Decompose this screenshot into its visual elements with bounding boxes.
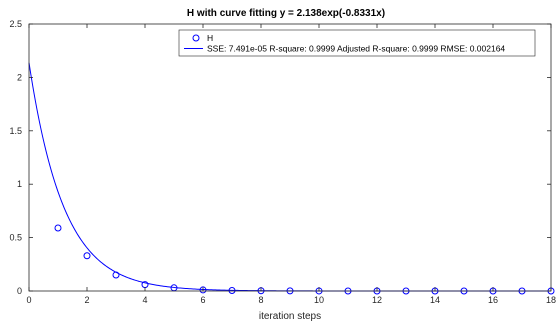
x-tick-label: 14 (430, 295, 440, 305)
x-axis: 0 2 4 6 8 10 12 14 16 18 (26, 24, 556, 305)
plot-frame (28, 23, 552, 292)
x-tick-label: 10 (314, 295, 324, 305)
y-tick-label: 2.5 (9, 19, 22, 29)
data-point-h (112, 271, 120, 279)
plot-area (29, 24, 551, 291)
y-tick-label: 0 (17, 286, 22, 296)
legend-marker-circle (192, 34, 200, 42)
x-axis-label: iteration steps (259, 311, 321, 322)
x-tick-label: 16 (488, 295, 498, 305)
x-tick-label: 8 (258, 295, 263, 305)
y-tick-label: 2 (17, 72, 22, 82)
legend: H SSE: 7.491e-05 R-square: 0.9999 Adjust… (178, 29, 536, 57)
legend-label-h: H (207, 33, 213, 43)
x-tick-label: 12 (372, 295, 382, 305)
y-tick-label: 1.5 (9, 126, 22, 136)
y-tick-label: 0.5 (9, 233, 22, 243)
data-point-h (54, 224, 62, 232)
legend-box (178, 29, 536, 57)
x-tick-label: 18 (546, 295, 556, 305)
legend-label-fit: SSE: 7.491e-05 R-square: 0.9999 Adjusted… (207, 44, 505, 54)
data-point-h (83, 252, 91, 260)
y-axis: 0 0.5 1 1.5 2 2.5 (9, 19, 551, 296)
x-tick-label: 6 (200, 295, 205, 305)
x-tick-label: 4 (142, 295, 147, 305)
data-point-h (199, 286, 207, 294)
y-tick-label: 1 (17, 179, 22, 189)
data-point-h (228, 286, 236, 294)
chart-title: H with curve fitting y = 2.138exp(-0.833… (187, 8, 385, 19)
x-tick-label: 0 (26, 295, 31, 305)
x-tick-label: 2 (84, 295, 89, 305)
